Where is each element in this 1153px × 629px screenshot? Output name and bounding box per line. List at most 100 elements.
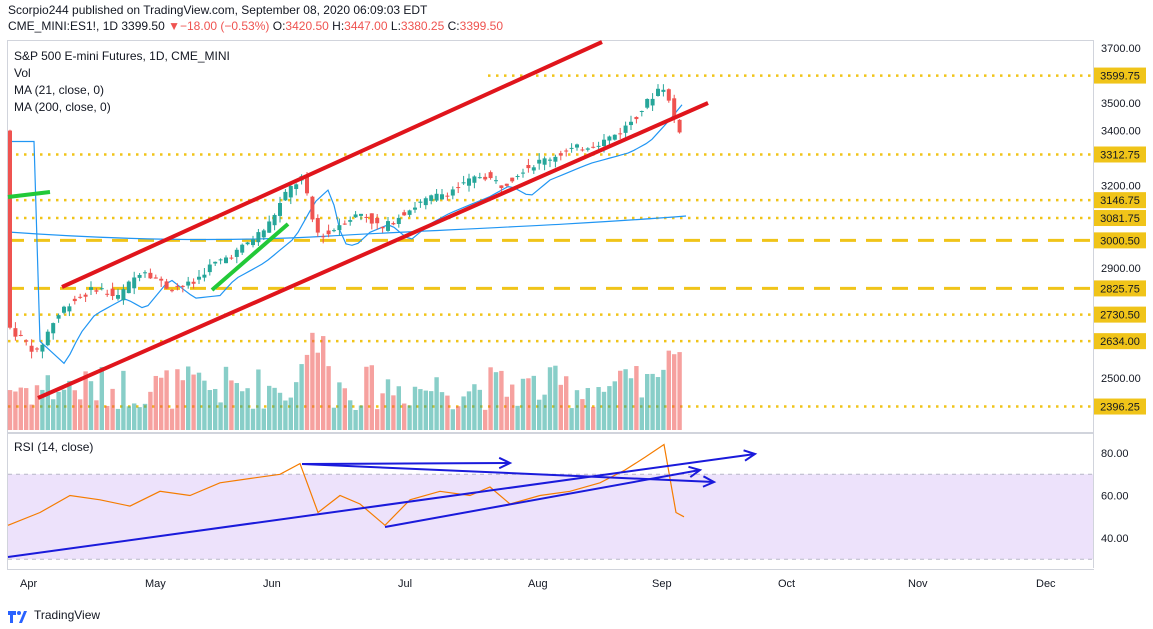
- candle-body: [326, 230, 331, 235]
- candle-body: [526, 165, 531, 169]
- volume-bar: [375, 409, 380, 430]
- volume-bar: [477, 389, 482, 430]
- volume-bar: [153, 375, 158, 430]
- open-label: O:: [272, 19, 286, 33]
- horizontal-levels: [8, 74, 1093, 408]
- volume-bar: [569, 408, 574, 430]
- volume-bar: [240, 391, 245, 430]
- volume-bar: [434, 377, 439, 430]
- volume-bar: [83, 371, 88, 430]
- volume-bar: [321, 336, 326, 430]
- rsi-pane[interactable]: [7, 433, 1094, 570]
- candle-body: [553, 156, 558, 162]
- legend-vol[interactable]: Vol: [14, 66, 31, 80]
- legend-title[interactable]: S&P 500 E-mini Futures, 1D, CME_MINI: [14, 49, 230, 63]
- candle-body: [99, 288, 104, 290]
- rsi-axis-label: 60.00: [1101, 491, 1129, 503]
- volume-bar: [391, 395, 396, 430]
- candle-body: [24, 340, 29, 342]
- price-tags: 3599.75 3312.75 3146.75 3081.75 3000.50 2825.…: [1094, 43, 1146, 545]
- volume-bar: [618, 370, 623, 430]
- volume-bar: [385, 379, 391, 430]
- level-tag: 3000.50: [1100, 235, 1140, 247]
- candle-body: [288, 185, 293, 198]
- candle-body: [677, 119, 682, 133]
- level-tag-bg: [1094, 210, 1146, 227]
- volume-bar: [461, 396, 466, 430]
- volume-bar: [56, 391, 61, 430]
- rsi-axis-label: 80.00: [1101, 448, 1129, 460]
- candle-body: [332, 230, 336, 232]
- main-chart-pane[interactable]: [7, 40, 1094, 433]
- volume-bar: [472, 384, 477, 430]
- candle-body: [175, 285, 180, 287]
- volume-bar: [639, 397, 644, 430]
- candle-body: [170, 290, 174, 292]
- volume-bar: [429, 391, 434, 430]
- candle-body: [564, 150, 569, 152]
- volume-bar: [585, 388, 590, 430]
- rsi-legend[interactable]: RSI (14, close): [14, 440, 94, 454]
- price-scale[interactable]: [1093, 40, 1153, 568]
- candle-body: [353, 214, 358, 218]
- volume-bar: [591, 406, 596, 430]
- tradingview-logo-icon: [8, 611, 27, 623]
- time-axis-label: Jul: [398, 578, 413, 590]
- candle-body: [612, 134, 617, 140]
- candle-body: [251, 239, 255, 246]
- candle-body: [450, 189, 455, 196]
- volume-bar: [520, 378, 526, 430]
- candle-body: [337, 225, 342, 231]
- rsi-axis-label: 40.00: [1101, 533, 1129, 545]
- time-axis-label: Sep: [652, 578, 672, 590]
- volume-bar: [418, 389, 423, 430]
- volume-bar: [553, 365, 558, 430]
- volume-bar: [666, 350, 671, 430]
- volume-bar: [607, 386, 612, 430]
- price-axis-label: 2500.00: [1101, 373, 1141, 385]
- volume-bar: [229, 380, 234, 430]
- time-axis-label: Jun: [263, 578, 281, 590]
- volume-bar: [51, 399, 56, 430]
- volume-bar: [196, 372, 202, 430]
- volume-bar: [623, 369, 628, 430]
- volume-bar: [515, 405, 520, 430]
- volume-bar: [483, 409, 488, 430]
- volume-bar: [277, 392, 283, 430]
- candle-body: [488, 172, 493, 179]
- volume-bar: [655, 377, 661, 430]
- level-tag: 2825.75: [1100, 283, 1140, 295]
- moving-averages: [7, 104, 687, 365]
- legend-ma21[interactable]: MA (21, close, 0): [14, 83, 105, 97]
- candle-body: [56, 315, 61, 319]
- volume-bar: [353, 409, 358, 430]
- ma200-line: [7, 215, 687, 241]
- volume-bar: [186, 366, 191, 430]
- symbol: CME_MINI:ES1!, 1D: [8, 19, 119, 33]
- rsi-arrow-falling-head: [702, 475, 717, 488]
- candle-body: [272, 214, 277, 226]
- legend-ma200[interactable]: MA (200, close, 0): [14, 100, 111, 114]
- tradingview-footer[interactable]: TradingView: [6, 607, 100, 623]
- level-tag-bg: [1094, 67, 1146, 84]
- rsi-arrow-lower-head: [688, 465, 703, 478]
- volume-bar: [331, 407, 337, 430]
- volume-bar: [213, 388, 218, 430]
- candle-body: [440, 194, 444, 200]
- candle-body: [656, 88, 660, 96]
- time-axis-label: Apr: [20, 578, 38, 590]
- chart-legend: S&P 500 E-mini Futures, 1D, CME_MINI Vol…: [14, 48, 230, 116]
- volume-bar: [61, 389, 67, 430]
- volume-bar: [45, 375, 50, 430]
- level-tag-bg: [1094, 333, 1146, 350]
- volume-bar: [310, 332, 315, 430]
- candle-body: [467, 178, 471, 186]
- candle-body: [623, 125, 628, 133]
- volume-bar: [283, 400, 288, 430]
- volume-bar: [650, 373, 655, 430]
- volume-bar: [202, 380, 207, 430]
- volume-bar: [223, 366, 229, 430]
- rsi-arrow-short: [301, 462, 511, 465]
- volume-bar: [439, 392, 445, 430]
- candle-body: [283, 191, 288, 201]
